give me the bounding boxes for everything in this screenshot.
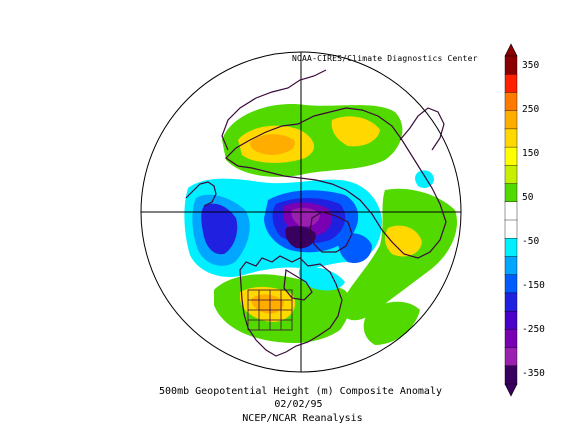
anomaly-cyan-northeast xyxy=(415,170,434,188)
colorbar-swatch xyxy=(504,329,518,349)
us-states xyxy=(247,289,293,331)
colorbar-swatch xyxy=(504,274,518,294)
caption-date: 02/02/95 xyxy=(274,399,323,410)
map-boundary-circle xyxy=(140,51,462,373)
colorbar-swatch xyxy=(504,238,518,258)
colorbar-swatch xyxy=(504,92,518,112)
coastline-alaska xyxy=(185,181,217,207)
colorbar-label: -50 xyxy=(522,236,540,247)
anomaly-shading xyxy=(184,104,458,345)
caption-source: NCEP/NCAR Reanalysis xyxy=(242,413,363,424)
colorbar-swatch xyxy=(504,128,518,148)
colorbar-swatch xyxy=(504,165,518,185)
anomaly-cyan-south xyxy=(298,267,345,291)
anomaly-orange-southwest xyxy=(251,294,284,314)
anomaly-orange-north xyxy=(250,134,295,155)
colorbar-swatch xyxy=(504,55,518,75)
colorbar xyxy=(504,43,518,397)
coastline-eurasia xyxy=(225,107,447,259)
anomaly-violet-core xyxy=(291,207,320,227)
coastline-europe-detail xyxy=(399,107,445,151)
colorbar-label: 150 xyxy=(522,148,540,159)
colorbar-swatch xyxy=(504,365,518,385)
colorbar-label: 50 xyxy=(522,192,534,203)
colorbar-top-arrow xyxy=(504,43,518,57)
colorbar-swatch xyxy=(504,347,518,367)
anomaly-darkblue-west xyxy=(201,203,238,255)
anomaly-green-se xyxy=(363,301,420,345)
colorbar-label: -350 xyxy=(522,368,545,379)
colorbar-swatch xyxy=(504,310,518,331)
colorbar-swatch xyxy=(504,256,518,276)
anomaly-blue-southeast xyxy=(338,233,372,264)
colorbar-swatch xyxy=(504,219,518,239)
colorbar-bottom-arrow xyxy=(504,383,518,397)
anomaly-yellow-northeast xyxy=(331,116,380,147)
colorbar-swatch xyxy=(504,292,518,312)
colorbar-swatch xyxy=(504,183,518,203)
coastline-north-america xyxy=(239,255,343,357)
colorbar-swatch xyxy=(504,146,518,167)
colorbar-swatch xyxy=(504,110,518,130)
anomaly-yellow-east xyxy=(384,225,422,257)
colorbar-label: -250 xyxy=(522,324,545,335)
colorbar-swatch xyxy=(504,201,518,221)
coastline-asia-east xyxy=(221,69,327,151)
colorbar-label: 250 xyxy=(522,104,540,115)
coastline-greenland xyxy=(309,211,353,253)
colorbar-label: -150 xyxy=(522,280,545,291)
credit-text: NOAA-CIRES/Climate Diagnostics Center xyxy=(292,54,478,63)
caption-title: 500mb Geopotential Height (m) Composite … xyxy=(159,386,442,397)
colorbar-label: 350 xyxy=(522,60,540,71)
colorbar-swatch xyxy=(504,74,518,94)
